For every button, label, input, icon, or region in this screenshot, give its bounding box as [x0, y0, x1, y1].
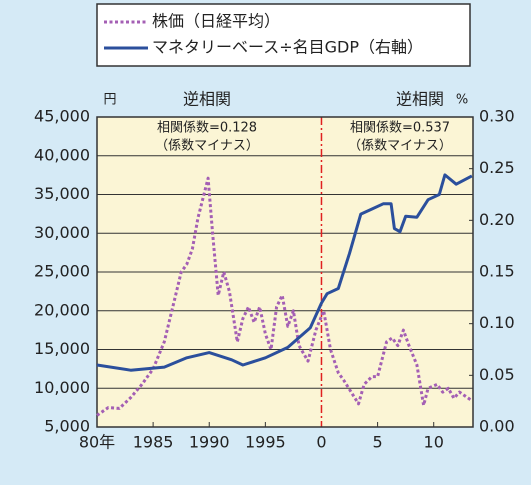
unit-right: %	[456, 93, 468, 108]
legend	[96, 3, 471, 67]
x-tick-label: 80年	[79, 433, 115, 452]
y2-tick-label: 0.10	[479, 313, 515, 332]
y2-tick-label: 0.25	[479, 158, 515, 177]
line-series	[96, 173, 473, 372]
y-tick-label: 35,000	[34, 184, 90, 203]
annotation: 相関係数=0.128	[157, 121, 257, 136]
annotation: 逆相関	[183, 90, 231, 109]
y-tick-label: 10,000	[34, 378, 90, 397]
y2-tick-label: 0.05	[479, 365, 515, 384]
legend-label: マネタリーベース÷名目GDP（右軸）	[152, 38, 423, 57]
annotation: 逆相関	[396, 90, 444, 109]
unit-left: 円	[103, 93, 116, 108]
legend-label: 株価（日経平均）	[152, 12, 280, 31]
x-tick-label: 1995	[245, 433, 286, 452]
y-tick-label: 20,000	[34, 300, 90, 319]
annotation: （係数マイナス）	[155, 139, 259, 154]
x-tick-label: 10	[424, 433, 444, 452]
x-tick-label: 0	[316, 433, 326, 452]
line-series	[96, 176, 472, 417]
x-tick-label: 1985	[133, 433, 174, 452]
annotation: 相関係数=0.537	[350, 121, 450, 136]
x-tick-label: 5	[373, 433, 383, 452]
legend-entries: 株価（日経平均） マネタリーベース÷名目GDP（右軸）	[104, 12, 423, 57]
y-tick-label: 5,000	[44, 417, 90, 436]
y2-tick-label: 0.00	[479, 417, 515, 436]
y2-tick-label: 0.20	[479, 210, 515, 229]
plot-frame	[96, 116, 474, 428]
y2-tick-label: 0.30	[479, 107, 515, 126]
annotation: （係数マイナス）	[348, 139, 452, 154]
y-tick-label: 40,000	[34, 145, 90, 164]
y2-tick-label: 0.15	[479, 262, 515, 281]
y-tick-label: 45,000	[34, 107, 90, 126]
x-tick-label: 1990	[189, 433, 230, 452]
y-tick-label: 15,000	[34, 339, 90, 358]
y-tick-label: 30,000	[34, 223, 90, 242]
y-tick-label: 25,000	[34, 262, 90, 281]
